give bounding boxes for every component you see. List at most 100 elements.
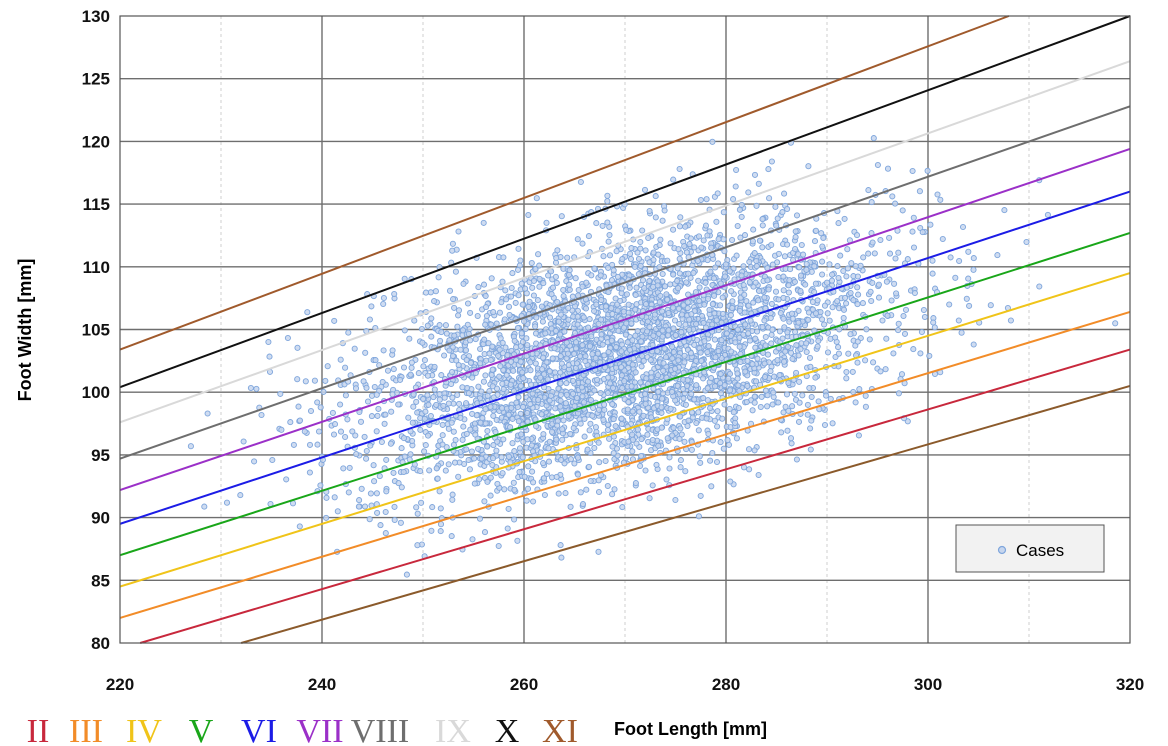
case-point	[646, 207, 653, 215]
case-point	[745, 446, 753, 453]
case-point	[791, 390, 798, 397]
case-point	[430, 394, 437, 401]
case-point	[718, 337, 725, 344]
case-point	[331, 494, 338, 501]
case-point	[488, 321, 495, 328]
case-point	[691, 244, 698, 251]
case-point	[602, 303, 609, 310]
case-point	[675, 246, 682, 253]
case-point	[666, 454, 673, 461]
case-point	[738, 201, 745, 208]
case-point	[429, 504, 436, 511]
case-point	[552, 369, 559, 376]
case-point	[883, 335, 890, 342]
case-point	[965, 275, 972, 282]
case-point	[503, 372, 510, 379]
case-point	[431, 386, 438, 393]
case-point	[613, 248, 620, 255]
case-point	[467, 426, 474, 433]
case-point	[667, 240, 674, 247]
case-point	[364, 398, 372, 405]
y-tick-label: 120	[82, 132, 110, 151]
case-point	[660, 367, 667, 374]
case-point	[410, 403, 417, 410]
case-point	[371, 383, 378, 391]
case-point	[540, 475, 548, 482]
case-point	[477, 419, 484, 426]
case-point	[462, 347, 470, 354]
case-point	[558, 554, 565, 561]
case-point	[375, 405, 382, 412]
case-point	[668, 388, 676, 395]
case-point	[540, 431, 547, 438]
case-point	[441, 394, 448, 401]
case-point	[449, 352, 456, 360]
case-point	[693, 419, 700, 427]
case-point	[696, 297, 703, 305]
case-point	[585, 233, 592, 240]
case-point	[450, 441, 457, 448]
case-point	[511, 448, 518, 455]
case-point	[847, 331, 854, 338]
case-point	[793, 212, 801, 219]
case-point	[438, 372, 445, 379]
case-point	[436, 391, 443, 398]
case-point	[510, 479, 517, 486]
case-point	[865, 250, 872, 257]
case-point	[869, 239, 876, 246]
case-point	[765, 166, 772, 173]
case-point	[419, 339, 426, 346]
case-point	[672, 365, 679, 372]
case-point	[796, 378, 803, 385]
case-point	[892, 255, 899, 262]
case-point	[619, 256, 626, 263]
case-point	[604, 219, 611, 226]
case-point	[910, 214, 917, 221]
case-point	[436, 488, 443, 495]
case-point	[608, 277, 616, 284]
case-point	[618, 348, 625, 355]
case-point	[823, 392, 830, 399]
case-point	[707, 457, 714, 464]
case-point	[487, 403, 494, 410]
case-point	[746, 258, 753, 265]
case-point	[481, 336, 488, 343]
case-point	[702, 324, 710, 331]
case-point	[795, 352, 802, 359]
case-point	[574, 454, 582, 461]
case-point	[421, 448, 428, 455]
case-point	[513, 399, 520, 406]
case-point	[523, 335, 530, 342]
case-point	[445, 461, 452, 468]
case-point	[413, 504, 420, 511]
size-legend-label-x: X	[495, 713, 520, 746]
case-point	[586, 316, 593, 323]
case-point	[840, 314, 847, 322]
case-point	[623, 291, 630, 298]
case-point	[622, 331, 629, 338]
case-point	[451, 332, 458, 339]
case-point	[792, 328, 799, 336]
case-point	[661, 345, 668, 352]
case-point	[489, 455, 497, 462]
case-point	[761, 317, 768, 324]
case-point	[795, 418, 803, 425]
case-point	[314, 441, 321, 448]
case-point	[567, 503, 574, 510]
case-point	[637, 462, 644, 470]
case-point	[554, 298, 561, 306]
case-point	[729, 304, 736, 312]
case-point	[715, 348, 722, 355]
case-point	[844, 265, 851, 272]
case-point	[562, 400, 569, 407]
case-point	[522, 325, 529, 332]
case-point	[574, 236, 581, 243]
case-point	[469, 374, 476, 381]
case-point	[637, 262, 644, 269]
case-point	[527, 367, 534, 374]
case-point	[571, 460, 578, 467]
case-point	[502, 287, 509, 294]
case-point	[437, 505, 444, 512]
case-point	[613, 344, 620, 351]
case-point	[930, 319, 937, 326]
